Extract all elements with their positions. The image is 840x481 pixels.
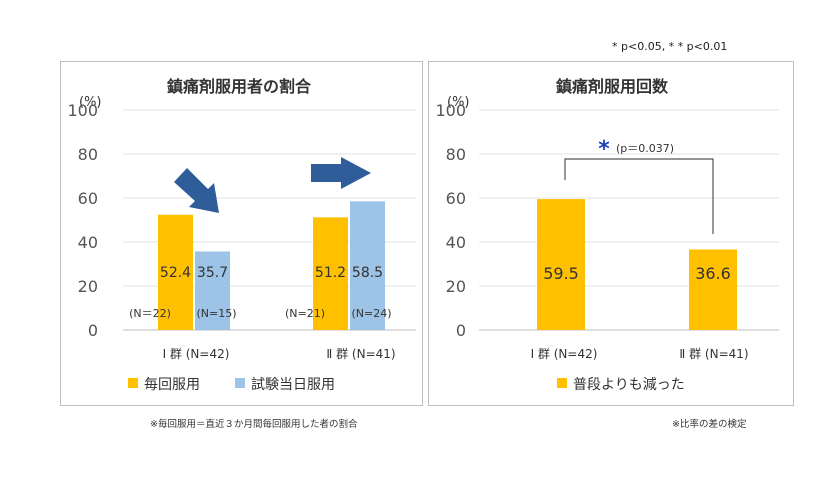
- x-category-label: Ⅱ 群 (N=41): [326, 347, 395, 361]
- n-label: (N=24): [351, 307, 391, 320]
- chart-panel-proportion: 鎮痛剤服用者の割合 (%) 0 20 40 60 80 100 Ⅰ 群 (N=42) Ⅱ 群 (N…: [60, 61, 423, 406]
- y-tick-label: 100: [67, 101, 98, 120]
- x-category-label: Ⅰ 群 (N=42): [531, 347, 598, 361]
- y-axis-label: (%): [447, 95, 470, 110]
- footnote-test: ※比率の差の検定: [672, 419, 747, 430]
- y-tick-label: 100: [435, 101, 466, 120]
- y-tick-label: 60: [78, 189, 98, 208]
- footnote-definition: ※毎回服用＝直近３か月間毎回服用した者の割合: [150, 419, 358, 430]
- y-axis-label: (%): [79, 95, 102, 110]
- bar: [537, 199, 585, 330]
- y-tick-label: 0: [456, 321, 466, 340]
- y-tick-label: 20: [446, 277, 466, 296]
- bar: [195, 251, 230, 330]
- significance-bracket: [564, 158, 714, 234]
- x-category-label: Ⅱ 群 (N=41): [679, 347, 748, 361]
- chart-title: 鎮痛剤服用者の割合: [167, 77, 312, 96]
- legend-swatch: [557, 378, 567, 388]
- legend-label: 毎回服用: [144, 377, 200, 393]
- n-label: (N=21): [285, 307, 325, 320]
- chart-frequency: 鎮痛剤服用回数 (%) 0 20 40 60 80 100 Ⅰ 群 (N=42) Ⅱ 群 (N=4…: [435, 77, 779, 393]
- chart-panel-frequency: 鎮痛剤服用回数 (%) 0 20 40 60 80 100 Ⅰ 群 (N=42) Ⅱ 群 (N=4…: [428, 61, 794, 406]
- n-label: (N=15): [196, 307, 236, 320]
- y-tick-label: 80: [446, 145, 466, 164]
- arrow-down-right-icon: [174, 168, 219, 213]
- legend-swatch: [235, 378, 245, 388]
- significance-star: *: [598, 137, 610, 162]
- y-tick-label: 40: [78, 233, 98, 252]
- y-tick-label: 60: [446, 189, 466, 208]
- chart-title: 鎮痛剤服用回数: [556, 77, 669, 96]
- bar-value-label: 58.5: [352, 265, 383, 281]
- n-label: (N＝22): [129, 307, 171, 320]
- significance-note: * p<0.05, * * p<0.01: [612, 40, 728, 53]
- y-tick-label: 0: [88, 321, 98, 340]
- bar-value-label: 59.5: [543, 264, 579, 283]
- y-tick-label: 20: [78, 277, 98, 296]
- arrow-right-icon: [311, 157, 371, 189]
- bar-value-label: 35.7: [197, 265, 228, 281]
- bar: [158, 214, 193, 330]
- legend-label: 試験当日服用: [251, 377, 335, 393]
- bar-value-label: 51.2: [315, 265, 346, 281]
- bar: [313, 217, 348, 330]
- bar-value-label: 36.6: [695, 264, 731, 283]
- x-category-label: Ⅰ 群 (N=42): [163, 347, 230, 361]
- legend-label: 普段よりも減った: [573, 376, 685, 393]
- bar: [689, 249, 737, 330]
- y-tick-label: 80: [78, 145, 98, 164]
- chart-proportion: 鎮痛剤服用者の割合 (%) 0 20 40 60 80 100 Ⅰ 群 (N=42) Ⅱ 群 (N…: [67, 77, 416, 393]
- bar-value-label: 52.4: [160, 265, 191, 281]
- y-tick-label: 40: [446, 233, 466, 252]
- bar: [350, 201, 385, 330]
- p-value-label: (p＝0.037): [616, 142, 674, 155]
- legend-swatch: [128, 378, 138, 388]
